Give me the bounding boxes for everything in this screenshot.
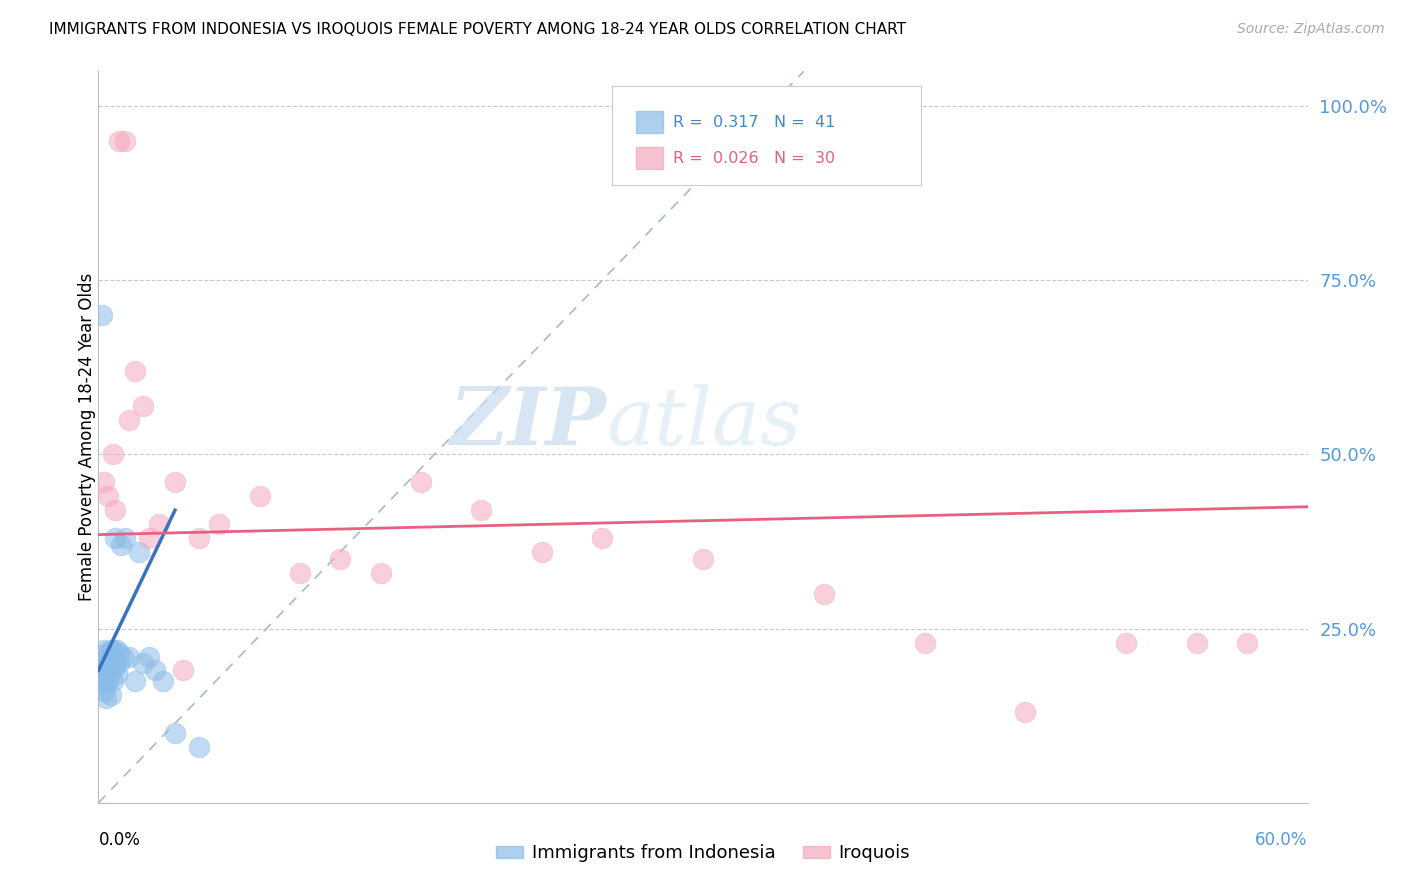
Point <box>138 649 160 664</box>
Point <box>118 649 141 664</box>
Text: ZIP: ZIP <box>450 384 606 461</box>
Point <box>163 475 186 490</box>
Point <box>1236 635 1258 649</box>
Point <box>1115 635 1137 649</box>
Point <box>91 673 114 688</box>
Point <box>111 649 134 664</box>
Point <box>97 657 120 671</box>
Point <box>152 673 174 688</box>
Point <box>249 489 271 503</box>
Point <box>101 673 124 688</box>
Text: 0.0%: 0.0% <box>98 830 141 848</box>
Point <box>93 642 115 657</box>
Point <box>103 531 125 545</box>
Point <box>103 657 125 671</box>
Point <box>101 642 124 657</box>
Point <box>1014 705 1036 719</box>
Point <box>107 657 129 671</box>
Point <box>105 667 128 681</box>
Point <box>114 134 136 148</box>
Point <box>409 475 432 490</box>
Point <box>370 566 392 580</box>
Point <box>329 552 352 566</box>
Point <box>208 517 231 532</box>
Text: Source: ZipAtlas.com: Source: ZipAtlas.com <box>1237 22 1385 37</box>
Point <box>530 545 553 559</box>
Point <box>101 649 124 664</box>
Y-axis label: Female Poverty Among 18-24 Year Olds: Female Poverty Among 18-24 Year Olds <box>79 273 96 601</box>
Text: R =  0.026   N =  30: R = 0.026 N = 30 <box>672 151 835 166</box>
Point <box>96 664 118 678</box>
Point <box>132 399 155 413</box>
Point <box>124 364 146 378</box>
Point <box>813 587 835 601</box>
Point <box>163 726 186 740</box>
Point <box>97 670 120 684</box>
Point <box>93 657 115 671</box>
Point <box>93 684 115 698</box>
Point <box>100 688 122 702</box>
Point <box>103 503 125 517</box>
Point <box>114 531 136 545</box>
Point <box>128 545 150 559</box>
Text: IMMIGRANTS FROM INDONESIA VS IROQUOIS FEMALE POVERTY AMONG 18-24 YEAR OLDS CORRE: IMMIGRANTS FROM INDONESIA VS IROQUOIS FE… <box>49 22 907 37</box>
Text: R =  0.317   N =  41: R = 0.317 N = 41 <box>672 115 835 129</box>
Point <box>100 664 122 678</box>
Bar <box>637 112 664 133</box>
Point <box>107 646 129 660</box>
Text: atlas: atlas <box>606 384 801 461</box>
Point <box>103 660 125 674</box>
Point <box>107 134 129 148</box>
Point <box>110 538 132 552</box>
Point <box>100 642 122 657</box>
Point <box>124 673 146 688</box>
Point <box>100 657 122 671</box>
Point <box>172 664 194 678</box>
Point <box>97 673 120 688</box>
Point <box>91 308 114 322</box>
Point <box>470 503 492 517</box>
Point <box>93 475 115 490</box>
Point <box>93 670 115 684</box>
Text: 60.0%: 60.0% <box>1256 830 1308 848</box>
Point <box>188 740 211 755</box>
Point <box>97 649 120 664</box>
Point <box>96 646 118 660</box>
Point <box>138 531 160 545</box>
Bar <box>637 147 664 169</box>
Point <box>188 531 211 545</box>
Point <box>96 691 118 706</box>
Point <box>97 664 120 678</box>
Point <box>101 448 124 462</box>
Point <box>118 412 141 426</box>
Point <box>143 664 166 678</box>
Point <box>692 552 714 566</box>
FancyBboxPatch shape <box>613 86 921 185</box>
Point <box>1185 635 1208 649</box>
Point <box>96 677 118 691</box>
Point <box>97 489 120 503</box>
Point <box>132 657 155 671</box>
Legend: Immigrants from Indonesia, Iroquois: Immigrants from Indonesia, Iroquois <box>488 838 918 870</box>
Point <box>288 566 311 580</box>
Point <box>148 517 170 532</box>
Point <box>914 635 936 649</box>
Point <box>105 642 128 657</box>
Point <box>591 531 613 545</box>
